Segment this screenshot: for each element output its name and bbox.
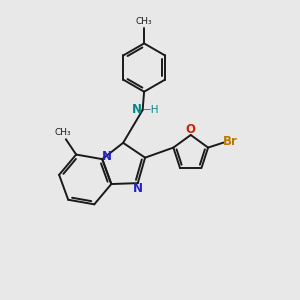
Text: N: N	[132, 103, 142, 116]
Text: N: N	[102, 150, 112, 163]
Text: Br: Br	[223, 135, 237, 148]
Text: N: N	[133, 182, 143, 195]
Text: CH₃: CH₃	[136, 17, 152, 26]
Text: O: O	[186, 124, 196, 136]
Text: CH₃: CH₃	[55, 128, 71, 137]
Text: −H: −H	[142, 105, 159, 115]
